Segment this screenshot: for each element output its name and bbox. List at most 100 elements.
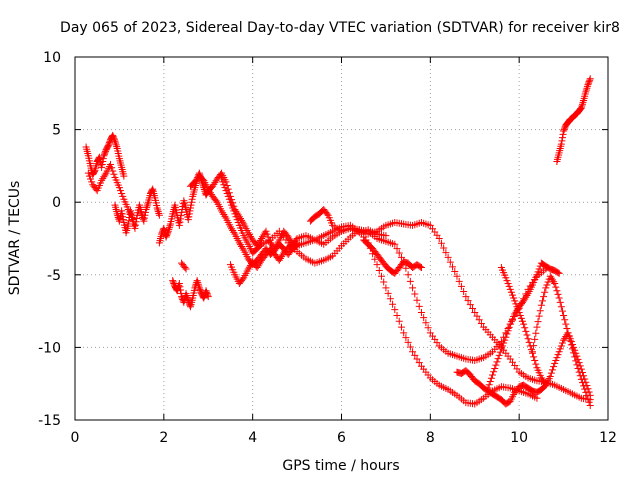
data-point — [87, 175, 95, 183]
series-track-m — [497, 264, 594, 399]
data-point — [524, 335, 532, 343]
data-point — [533, 323, 541, 331]
x-tick-label: 4 — [248, 430, 257, 446]
data-point — [552, 356, 560, 364]
data-point — [155, 211, 163, 219]
data-point — [176, 215, 184, 223]
data-point — [502, 333, 510, 341]
data-point — [154, 206, 162, 214]
data-point — [165, 225, 173, 233]
data-point — [228, 201, 236, 209]
series-track-c — [111, 185, 163, 237]
data-point — [534, 318, 542, 326]
data-point — [99, 158, 107, 166]
data-point — [475, 316, 483, 324]
data-point — [132, 218, 140, 226]
data-point — [255, 260, 263, 268]
data-point — [582, 86, 590, 94]
data-point — [377, 272, 385, 280]
data-point — [218, 175, 226, 183]
data-point — [148, 186, 156, 194]
data-point — [499, 342, 507, 350]
data-point — [507, 288, 515, 296]
data-point — [239, 275, 247, 283]
data-point — [495, 351, 503, 359]
data-point — [460, 287, 468, 295]
data-point — [155, 209, 163, 217]
data-point — [521, 324, 529, 332]
data-point — [221, 184, 229, 192]
data-point — [411, 290, 419, 298]
data-point — [188, 198, 196, 206]
data-point — [176, 283, 184, 291]
data-point — [245, 263, 253, 271]
y-tick-label: -15 — [38, 413, 61, 429]
data-point — [485, 381, 493, 389]
data-point — [178, 293, 186, 301]
data-point — [195, 284, 203, 292]
data-point — [561, 316, 569, 324]
data-point — [232, 213, 240, 221]
data-point — [181, 264, 189, 272]
data-point — [200, 294, 208, 302]
data-point — [532, 329, 540, 337]
data-point — [175, 221, 183, 229]
chart-title: Day 065 of 2023, Sidereal Day-to-day VTE… — [60, 20, 620, 36]
data-point — [493, 358, 501, 366]
data-point — [532, 360, 540, 368]
x-tick-label: 8 — [426, 430, 435, 446]
data-point — [540, 293, 548, 301]
data-point — [556, 345, 564, 353]
data-point — [194, 278, 202, 286]
data-point — [245, 231, 253, 239]
data-point — [584, 81, 592, 89]
data-point — [110, 134, 118, 142]
data-point — [397, 323, 405, 331]
data-point — [520, 297, 528, 305]
data-point — [564, 329, 572, 337]
data-point — [555, 294, 563, 302]
data-point — [104, 142, 112, 150]
data-point — [494, 355, 502, 363]
data-point — [246, 232, 254, 240]
data-point — [108, 164, 116, 172]
data-point — [132, 221, 140, 229]
data-point — [538, 297, 546, 305]
data-point — [553, 354, 561, 362]
data-point — [558, 339, 566, 347]
data-point — [118, 210, 126, 218]
x-tick-label: 10 — [510, 430, 528, 446]
data-point — [500, 339, 508, 347]
data-point — [491, 364, 499, 372]
data-point — [187, 201, 195, 209]
data-point — [196, 285, 204, 293]
data-point — [528, 348, 536, 356]
data-point — [415, 302, 423, 310]
data-point — [90, 167, 98, 175]
data-point — [285, 235, 293, 243]
data-point — [555, 348, 563, 356]
data-point — [504, 327, 512, 335]
data-point — [204, 291, 212, 299]
data-point — [139, 215, 147, 223]
data-point — [253, 264, 261, 272]
data-point — [391, 306, 399, 314]
data-point — [583, 84, 591, 92]
data-point — [231, 210, 239, 218]
data-point — [111, 137, 119, 145]
data-point — [120, 172, 128, 180]
data-point — [107, 160, 115, 168]
data-point — [554, 351, 562, 359]
data-point — [173, 287, 181, 295]
data-point — [487, 374, 495, 382]
data-point — [557, 140, 565, 148]
data-point — [505, 323, 513, 331]
data-point — [582, 388, 590, 396]
data-point — [517, 314, 525, 322]
data-point — [415, 359, 423, 367]
data-point — [404, 338, 412, 346]
data-point — [525, 338, 533, 346]
data-point — [234, 219, 242, 227]
data-point — [110, 170, 118, 178]
data-point — [402, 334, 410, 342]
